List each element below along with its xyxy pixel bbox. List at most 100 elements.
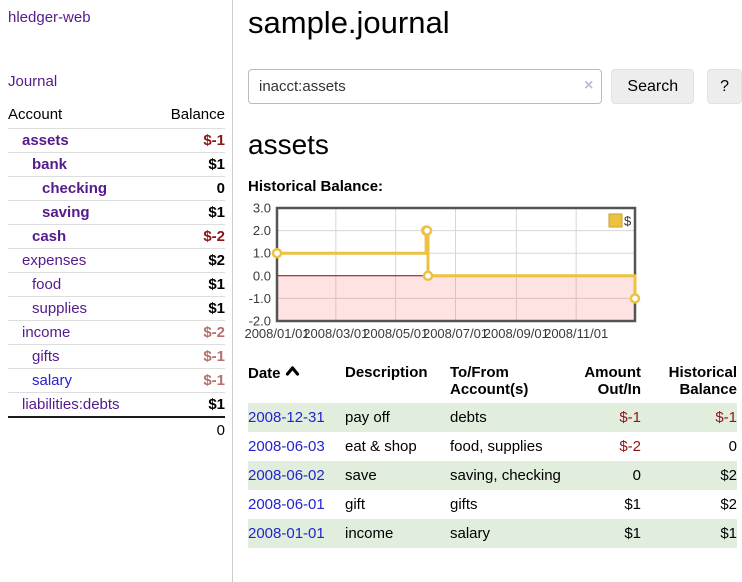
sort-ascending-icon [285,364,300,381]
account-link[interactable]: saving [42,204,90,221]
account-row: saving $1 [8,200,225,225]
account-row: salary $-1 [8,368,225,393]
sidebar: hledger-web Journal Account Balance asse… [0,0,233,582]
y-tick-label: -1.0 [249,291,271,306]
legend-swatch [608,213,623,228]
account-balance: 0 [216,180,225,197]
transaction-description: gift [345,496,366,513]
transaction-balance: $2 [641,461,737,490]
transaction-date-link[interactable]: 2008-06-03 [248,438,325,455]
account-link[interactable]: bank [32,156,68,173]
account-row: cash $-2 [8,224,225,249]
transaction-row: 2008-01-01 income salary $1 $1 [248,519,737,548]
chart-title: Historical Balance: [248,178,384,195]
transaction-date-link[interactable]: 2008-01-01 [248,525,325,542]
app-title-link[interactable]: hledger-web [8,9,91,26]
transaction-date-link[interactable]: 2008-06-02 [248,467,325,484]
register-header-description: Description [345,364,428,381]
account-row: liabilities:debts $1 [8,392,225,417]
accounts-header-row: Account Balance [8,106,225,129]
account-heading: assets [248,129,329,160]
transaction-amount: $1 [564,519,641,548]
clear-search-icon[interactable]: × [584,77,594,94]
transaction-amount: 0 [564,461,641,490]
account-link[interactable]: assets [22,132,69,149]
account-balance: $1 [208,396,225,413]
account-row: gifts $-1 [8,344,225,369]
transaction-accounts: debts [450,403,564,432]
transaction-row: 2008-06-01 gift gifts $1 $2 [248,490,737,519]
transaction-date-link[interactable]: 2008-12-31 [248,409,325,426]
y-tick-label: 0.0 [253,268,271,283]
y-tick-label: 1.0 [253,246,271,261]
transaction-balance: $2 [720,496,737,513]
x-tick-label: 2008/11/01 [544,326,608,341]
transaction-description: eat & shop [345,438,417,455]
account-row: checking 0 [8,176,225,201]
x-tick-label: 2008/05/01 [363,326,428,341]
account-balance: $1 [208,276,225,293]
transaction-accounts: saving, checking [450,461,564,490]
account-link[interactable]: food [32,276,62,293]
help-button[interactable]: ? [707,69,742,104]
register-header-date[interactable]: Date [248,362,345,403]
account-link[interactable]: salary [32,372,73,389]
account-link[interactable]: liabilities:debts [22,396,120,413]
transaction-row: 2008-12-31 pay off debts $-1 $-1 [248,403,737,432]
search-button[interactable]: Search [611,69,695,104]
register-header-amount: Amount Out/In [584,364,641,398]
accounts-total-row: 0 [8,416,225,443]
accounts-total: 0 [154,416,225,443]
transaction-accounts: salary [450,519,564,548]
x-tick-label: 2008/07/01 [423,326,488,341]
account-balance: $-2 [203,228,225,245]
page-title: sample.journal [248,5,450,40]
transaction-row: 2008-06-02 save saving, checking 0 $2 [248,461,737,490]
y-tick-label: 3.0 [253,201,271,216]
account-balance: $1 [208,300,225,317]
x-tick-label: 2008/01/01 [244,326,309,341]
account-link[interactable]: supplies [32,300,88,317]
account-link[interactable]: cash [32,228,67,245]
account-balance: $1 [208,156,225,173]
register-header-tofrom: To/From Account(s) [450,364,529,398]
account-row: food $1 [8,272,225,297]
transaction-date-link[interactable]: 2008-06-01 [248,496,325,513]
account-row: expenses $2 [8,248,225,273]
transaction-row: 2008-06-03 eat & shop food, supplies $-2… [248,432,737,461]
transaction-description: pay off [345,403,450,432]
transaction-accounts: gifts [450,496,478,513]
chart-canvas: $3.0 2.0 1.0 0.0 -1.0 -2.02008/01/012008/03/0… [244,201,641,341]
account-balance: $-1 [203,348,225,365]
y-tick-label: -2.0 [249,314,271,329]
sidebar-item-journal[interactable]: Journal [8,73,58,90]
account-balance: $-1 [203,132,225,149]
transaction-balance: $1 [641,519,737,548]
account-balance: $2 [208,252,225,269]
account-link[interactable]: gifts [32,348,60,365]
transaction-balance: 0 [728,438,737,455]
account-balance: $-1 [203,372,225,389]
x-tick-label: 2008/03/01 [303,326,368,341]
transaction-description: save [345,461,450,490]
register-header-balance: Historical Balance [668,364,737,398]
account-link[interactable]: income [22,324,71,341]
accounts-header-balance: Balance [170,106,225,123]
account-balance: $1 [208,204,225,221]
account-row: income $-2 [8,320,225,345]
transaction-amount: $-1 [564,403,641,432]
transaction-balance: $-1 [641,403,737,432]
x-tick-label: 2008/09/01 [484,326,549,341]
account-link[interactable]: checking [42,180,108,197]
account-link[interactable]: expenses [22,252,87,269]
legend-label: $ [624,214,632,229]
search-input[interactable] [248,69,603,104]
transaction-amount: $-2 [619,438,641,455]
transaction-accounts: food, supplies [450,438,543,455]
account-row: supplies $1 [8,296,225,321]
historical-balance-chart: $3.0 2.0 1.0 0.0 -1.0 -2.0 2008/01/01 2008/03/0… [244,201,742,345]
y-tick-label: 2.0 [253,223,271,238]
account-row: assets $-1 [8,128,225,153]
transaction-amount: $1 [624,496,641,513]
account-balance: $-2 [203,324,225,341]
